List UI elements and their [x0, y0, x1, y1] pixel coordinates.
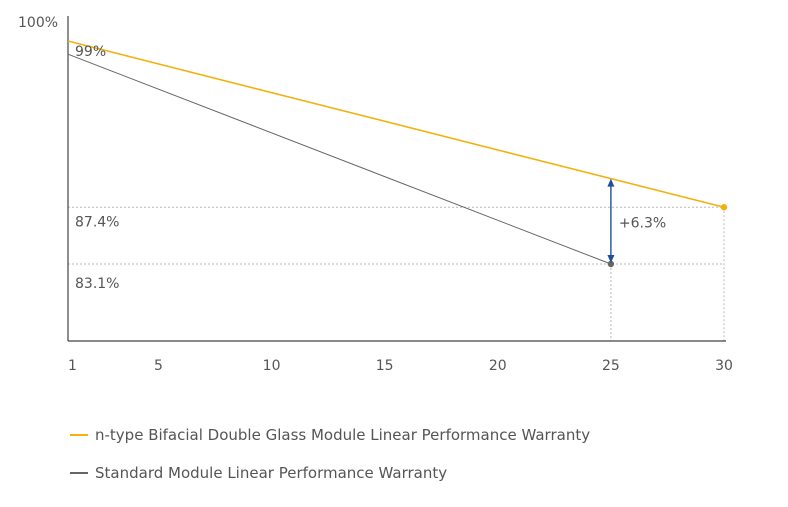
difference-annotation: +6.3%: [607, 178, 666, 263]
y-axis-top-label: 100%: [18, 15, 58, 31]
x-tick-label: 30: [715, 358, 733, 374]
level-high-label: 87.4%: [75, 214, 119, 230]
x-tick-label: 5: [154, 358, 163, 374]
x-tick-label: 15: [376, 358, 394, 374]
series-end-marker-0: [720, 204, 728, 211]
series-layer: [67, 40, 728, 268]
legend-item-standard: Standard Module Linear Performance Warra…: [70, 464, 447, 482]
arrow-head-down-icon: [607, 255, 615, 263]
x-tick-label: 1: [68, 358, 77, 374]
legend-label-standard: Standard Module Linear Performance Warra…: [95, 464, 448, 482]
level-low-label: 83.1%: [75, 276, 119, 292]
guide-lines: [68, 206, 725, 341]
arrow-head-up-icon: [607, 178, 615, 187]
x-tick-label: 20: [489, 358, 507, 374]
x-tick-label: 10: [263, 358, 281, 374]
x-tick-label: 25: [602, 358, 620, 374]
x-tick-labels: 1 5 10 15 20 25 30: [68, 358, 733, 374]
difference-label: +6.3%: [619, 215, 666, 231]
start-value-label: 99%: [75, 44, 106, 60]
series-line-0: [67, 40, 725, 209]
series-end-marker-1: [607, 260, 615, 268]
legend-item-ntype: n-type Bifacial Double Glass Module Line…: [70, 426, 590, 444]
warranty-chart: 100% 1 5 10 15 20 25 30 99% 87.4% 83.1% +6.3%: [18, 15, 733, 374]
legend-swatch-ntype: [70, 434, 88, 436]
legend-swatch-standard: [70, 472, 88, 474]
legend-label-ntype: n-type Bifacial Double Glass Module Line…: [95, 426, 591, 444]
series-line-1: [67, 53, 612, 265]
